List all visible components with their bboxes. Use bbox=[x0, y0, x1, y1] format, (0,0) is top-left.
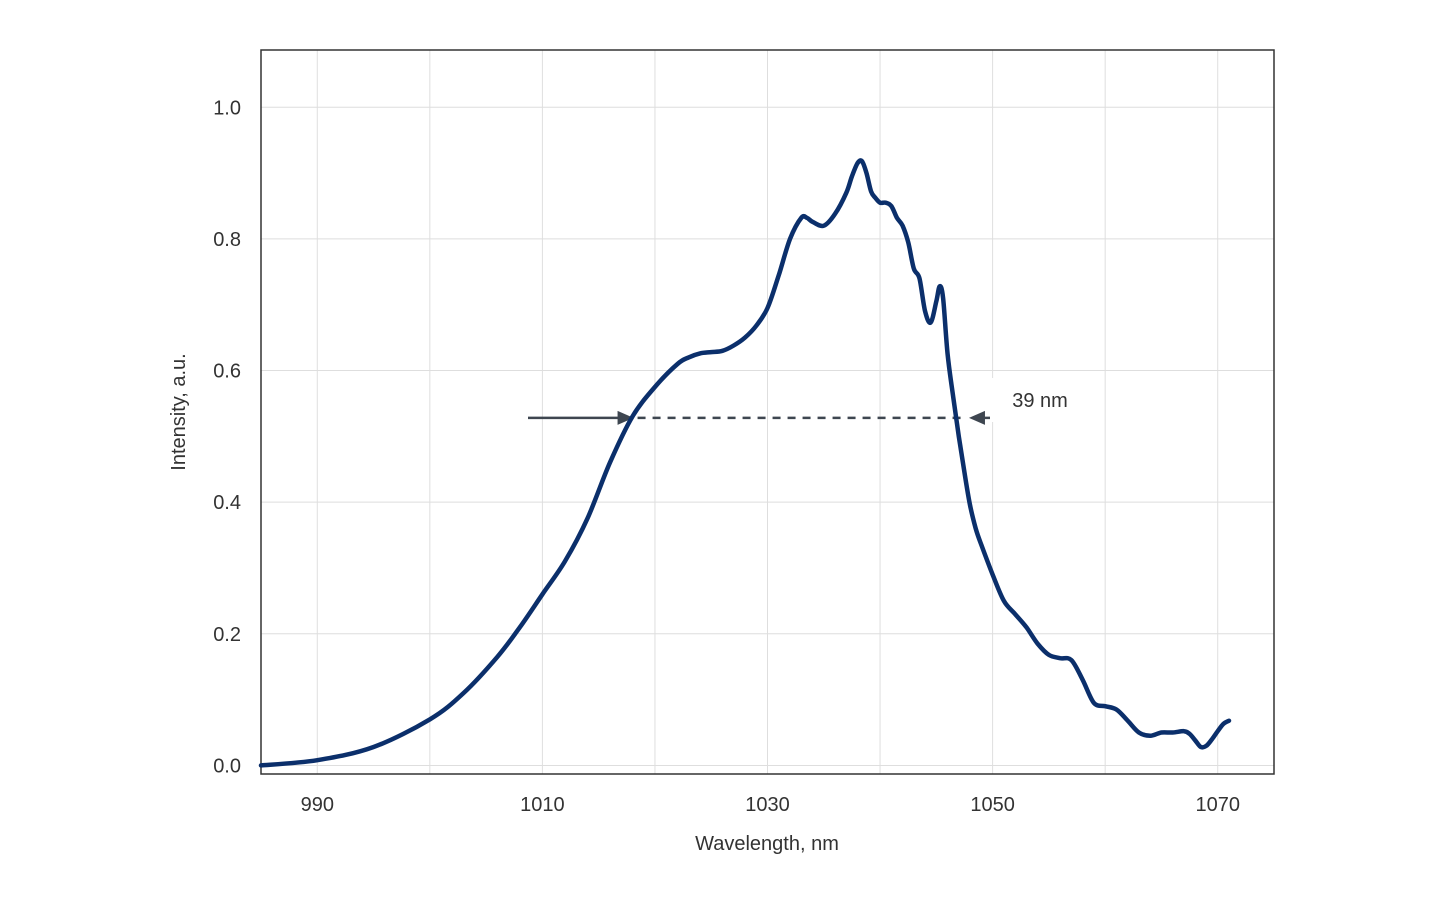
grid-lines bbox=[261, 50, 1274, 774]
y-tick-label: 0.6 bbox=[213, 361, 241, 383]
x-tick-label: 1030 bbox=[745, 794, 790, 816]
fwhm-left-arrowhead bbox=[617, 410, 634, 425]
annotation-background bbox=[990, 378, 1092, 422]
x-axis-label: Wavelength, nm bbox=[695, 833, 839, 855]
y-axis-label: Intensity, a.u. bbox=[168, 353, 190, 470]
x-axis-ticks: 990 1010 1030 1050 1070 bbox=[301, 794, 1240, 816]
fwhm-right-arrowhead bbox=[968, 410, 985, 425]
y-tick-label: 0.2 bbox=[213, 624, 241, 646]
x-tick-label: 990 bbox=[301, 794, 334, 816]
x-tick-label: 1050 bbox=[970, 794, 1015, 816]
y-tick-label: 0.8 bbox=[213, 229, 241, 251]
y-tick-label: 1.0 bbox=[213, 97, 241, 119]
y-tick-label: 0.4 bbox=[213, 492, 241, 514]
fwhm-annotation: 39 nm bbox=[1012, 390, 1068, 412]
x-tick-label: 1070 bbox=[1195, 794, 1240, 816]
intensity-curve bbox=[258, 158, 1232, 768]
plot-frame bbox=[260, 49, 1275, 775]
y-axis-ticks: 0.0 0.2 0.4 0.6 0.8 1.0 bbox=[213, 97, 241, 777]
x-tick-label: 1010 bbox=[520, 794, 565, 816]
y-tick-label: 0.0 bbox=[213, 755, 241, 777]
